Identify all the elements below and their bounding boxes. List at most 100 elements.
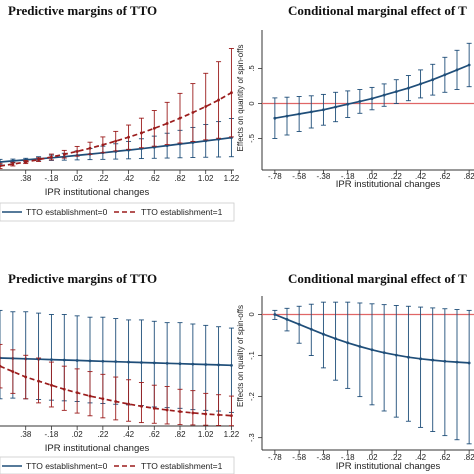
y-tick-labels: 0 -.1 -.2 -.3 [247,312,262,442]
data-point [191,362,195,366]
legend-label-series-1: TTO establishment=0 [26,207,108,217]
data-point [37,158,40,162]
x-tick-label: -.18 [341,453,355,462]
data-point [178,116,182,120]
data-point [273,116,277,120]
data-point [191,411,195,415]
panel-title: Predictive margins of TTO [8,271,157,286]
plot-marks [0,48,234,170]
data-point [309,327,313,331]
legend-label-series-2: TTO establishment=1 [141,461,223,471]
data-point [101,359,105,363]
x-tick-label: .82 [464,453,474,462]
data-point [217,98,220,102]
x-tick-label: -.58 [292,172,306,181]
data-point [419,82,422,86]
data-point [322,332,325,336]
x-tick-label: .22 [391,453,403,462]
data-point [358,345,362,348]
data-point [11,370,15,373]
x-axis-label: IPR institutional changes [336,179,441,190]
x-tick-label: .62 [149,174,161,183]
x-tick-label: -.58 [292,453,306,462]
data-point [204,412,208,416]
y-axis-label: Effects on quality of spin-offs [236,305,245,407]
data-point [394,90,398,93]
data-point [101,397,105,401]
data-point [309,110,313,114]
legend-box [0,202,235,222]
data-point [455,68,459,72]
x-tick-label: .02 [72,174,84,183]
data-point [0,164,2,168]
x-tick-label: .62 [439,172,451,181]
data-point [165,361,169,365]
data-point [467,361,471,365]
series-2 [0,48,234,170]
y-tick-label: -.1 [247,351,256,360]
data-point [152,126,156,130]
data-point [24,160,28,164]
x-tick-label: .02 [366,172,378,181]
data-point [443,73,447,77]
y-tick-label: -.5 [247,134,256,143]
data-point [140,131,143,135]
y-tick-label: -.3 [247,433,256,442]
data-point [50,383,53,387]
x-tick-label: -.18 [45,430,59,439]
plot-area [0,22,234,170]
legend-box [0,456,235,474]
data-point [334,105,337,109]
data-point [140,404,143,408]
legend-label-series-2: TTO establishment=1 [141,207,223,217]
data-point [370,348,374,352]
data-point [114,360,118,364]
data-point [297,322,301,326]
data-point [50,358,53,362]
series-2 [0,343,234,427]
data-point [62,387,66,391]
x-tick-labels: -.78 -.58 -.38 -.18 .02 .22 .42 .62 .82 [268,170,474,181]
data-point [178,362,182,366]
x-tick-label: .62 [149,430,161,439]
data-point [62,358,66,362]
x-tick-labels: -.78 -.58 -.38 -.18 .02 .22 .42 .62 .82 [268,450,474,462]
x-tick-label: 1.22 [224,430,240,439]
series-1 [272,301,472,445]
x-axis-label: IPR institutional changes [336,461,441,472]
panel-title: Conditional marginal effect of T [288,3,467,18]
x-tick-label: .02 [366,453,378,462]
data-point [431,358,435,362]
x-tick-label: -.38 [317,172,331,181]
x-tick-label: 1.02 [198,430,214,439]
x-tick-label: 1.02 [198,174,214,183]
data-point [24,375,28,379]
plot-area [262,290,474,450]
data-point [127,402,130,406]
data-point [346,341,350,345]
data-point [165,122,169,125]
data-point [370,97,374,100]
plot-area [0,286,234,426]
y-tick-label: .5 [247,65,256,71]
data-point [297,112,301,116]
panel-title: Conditional marginal effect of T [288,271,467,286]
panel-bottom-right: Conditional marginal effect of T -.78 -.5… [236,271,474,472]
legend-label-series-1: TTO establishment=0 [26,461,108,471]
data-point [0,364,2,368]
x-tick-label: .38 [20,174,32,183]
data-point [0,160,2,164]
panel-bottom-left: Predictive margins of TTO .38 -.18 .02 .22.… [0,271,240,474]
x-tick-label: -.18 [341,172,355,181]
x-tick-label: .82 [464,172,474,181]
x-tick-label: .38 [20,430,32,439]
data-point [140,361,143,364]
data-point [152,406,156,410]
data-point [285,114,289,118]
data-point [407,86,410,90]
x-axis-label: IPR institutional changes [45,443,150,454]
data-point [217,363,220,367]
data-point [382,93,386,97]
data-point [101,143,105,147]
data-point [322,108,325,112]
